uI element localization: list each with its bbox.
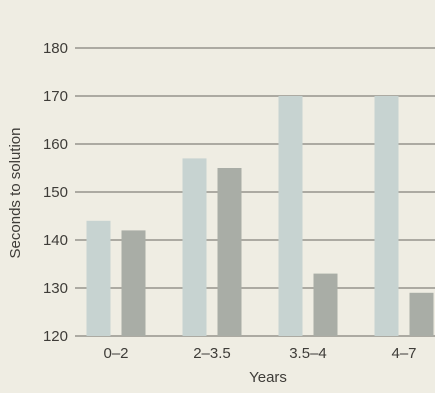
y-axis-title: Seconds to solution [7, 128, 24, 259]
y-tick-label: 150 [43, 184, 68, 201]
bar-series2-3 [409, 292, 434, 336]
bar-series2-1 [217, 168, 242, 336]
y-tick-label: 160 [43, 136, 68, 153]
y-tick-label: 180 [43, 40, 68, 57]
y-tick-label: 130 [43, 280, 68, 297]
bar-series1-1 [182, 158, 207, 336]
x-tick-labels: 0–2 2–3.5 3.5–4 4–7 [103, 345, 416, 362]
x-axis-title: Years [249, 369, 287, 386]
bar-series2-2 [313, 273, 338, 336]
x-tick-label: 0–2 [103, 345, 128, 362]
y-tick-label: 170 [43, 88, 68, 105]
bar-series1-3 [374, 96, 399, 336]
bar-series2-0 [121, 230, 146, 336]
bars [86, 96, 434, 336]
y-tick-labels: 120 130 140 150 160 170 180 [43, 40, 68, 345]
y-tick-label: 140 [43, 232, 68, 249]
bar-series1-0 [86, 220, 111, 336]
x-tick-label: 3.5–4 [289, 345, 327, 362]
x-tick-label: 2–3.5 [193, 345, 231, 362]
bar-series1-2 [278, 96, 303, 336]
y-tick-label: 120 [43, 328, 68, 345]
x-tick-label: 4–7 [391, 345, 416, 362]
